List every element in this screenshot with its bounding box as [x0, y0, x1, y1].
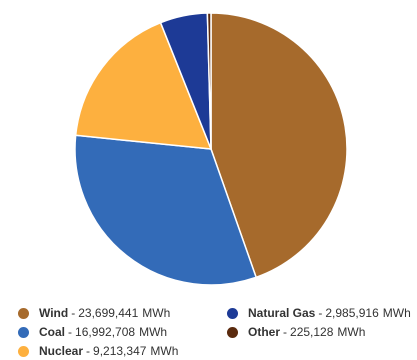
pie-slice-coal[interactable]	[74, 134, 257, 286]
legend-item-natural-gas[interactable]: Natural Gas - 2,985,916 MWh	[227, 304, 411, 322]
legend-separator: -	[318, 306, 323, 320]
legend-separator: -	[71, 306, 76, 320]
legend-unit-nuclear: MWh	[150, 344, 179, 358]
legend-unit-wind: MWh	[142, 306, 171, 320]
legend-value-nuclear: 9,213,347	[93, 344, 147, 358]
pie-slice-nuclear[interactable]	[74, 21, 212, 150]
pie-slice-wind[interactable]	[210, 12, 348, 279]
legend-unit-coal: MWh	[139, 325, 168, 339]
legend-value-other: 225,128	[290, 325, 334, 339]
legend-item-nuclear[interactable]: Nuclear - 9,213,347 MWh	[18, 342, 178, 360]
legend-item-wind[interactable]: Wind - 23,699,441 MWh	[18, 304, 170, 322]
legend-separator: -	[283, 325, 288, 339]
legend-value-coal: 16,992,708	[75, 325, 136, 339]
legend-label-natural-gas: Natural Gas	[248, 306, 316, 320]
legend-marker-wind	[18, 307, 29, 319]
chart-legend: Wind - 23,699,441 MWh Coal - 16,992,708 …	[0, 302, 417, 360]
legend-unit-natural-gas: MWh	[382, 306, 411, 320]
legend-value-natural-gas: 2,985,916	[325, 306, 379, 320]
pie-slice-other[interactable]	[206, 12, 212, 150]
legend-item-other[interactable]: Other - 225,128 MWh	[227, 323, 365, 341]
legend-separator: -	[68, 325, 73, 339]
legend-value-wind: 23,699,441	[78, 306, 139, 320]
legend-marker-other	[227, 326, 238, 338]
legend-label-wind: Wind	[39, 306, 69, 320]
pie-chart	[74, 12, 348, 286]
legend-marker-coal	[18, 326, 29, 338]
legend-label-other: Other	[248, 325, 281, 339]
legend-separator: -	[86, 344, 91, 358]
legend-label-nuclear: Nuclear	[39, 344, 84, 358]
legend-unit-other: MWh	[337, 325, 366, 339]
legend-label-coal: Coal	[39, 325, 66, 339]
legend-marker-natural-gas	[227, 307, 238, 319]
legend-item-coal[interactable]: Coal - 16,992,708 MWh	[18, 323, 167, 341]
legend-marker-nuclear	[18, 345, 29, 357]
pie-slices	[74, 12, 348, 286]
